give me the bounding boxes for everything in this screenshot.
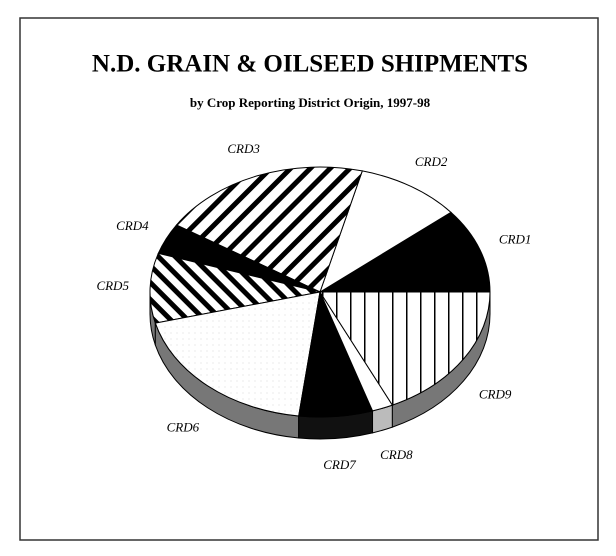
slice-label: CRD1	[499, 231, 532, 246]
pie-slice	[175, 166, 363, 293]
frame	[19, 17, 599, 541]
pie-slice	[319, 170, 452, 294]
pie-slice	[319, 291, 491, 406]
slice-label: CRD4	[116, 218, 149, 233]
pie-slice	[154, 291, 321, 417]
slice-label: CRD3	[227, 141, 260, 156]
slice-label: CRD6	[167, 419, 200, 434]
chart-title: N.D. GRAIN & OILSEED SHIPMENTS	[92, 51, 528, 78]
slice-label: CRD5	[96, 278, 129, 293]
slice-label: CRD2	[415, 154, 448, 169]
chart-subtitle: by Crop Reporting District Origin, 1997-…	[190, 95, 431, 110]
slice-label: CRD9	[479, 387, 512, 402]
pie-slice	[149, 252, 321, 324]
slice-label: CRD7	[323, 457, 356, 472]
pie-slice	[318, 211, 491, 293]
slice-label: CRD8	[380, 447, 413, 462]
